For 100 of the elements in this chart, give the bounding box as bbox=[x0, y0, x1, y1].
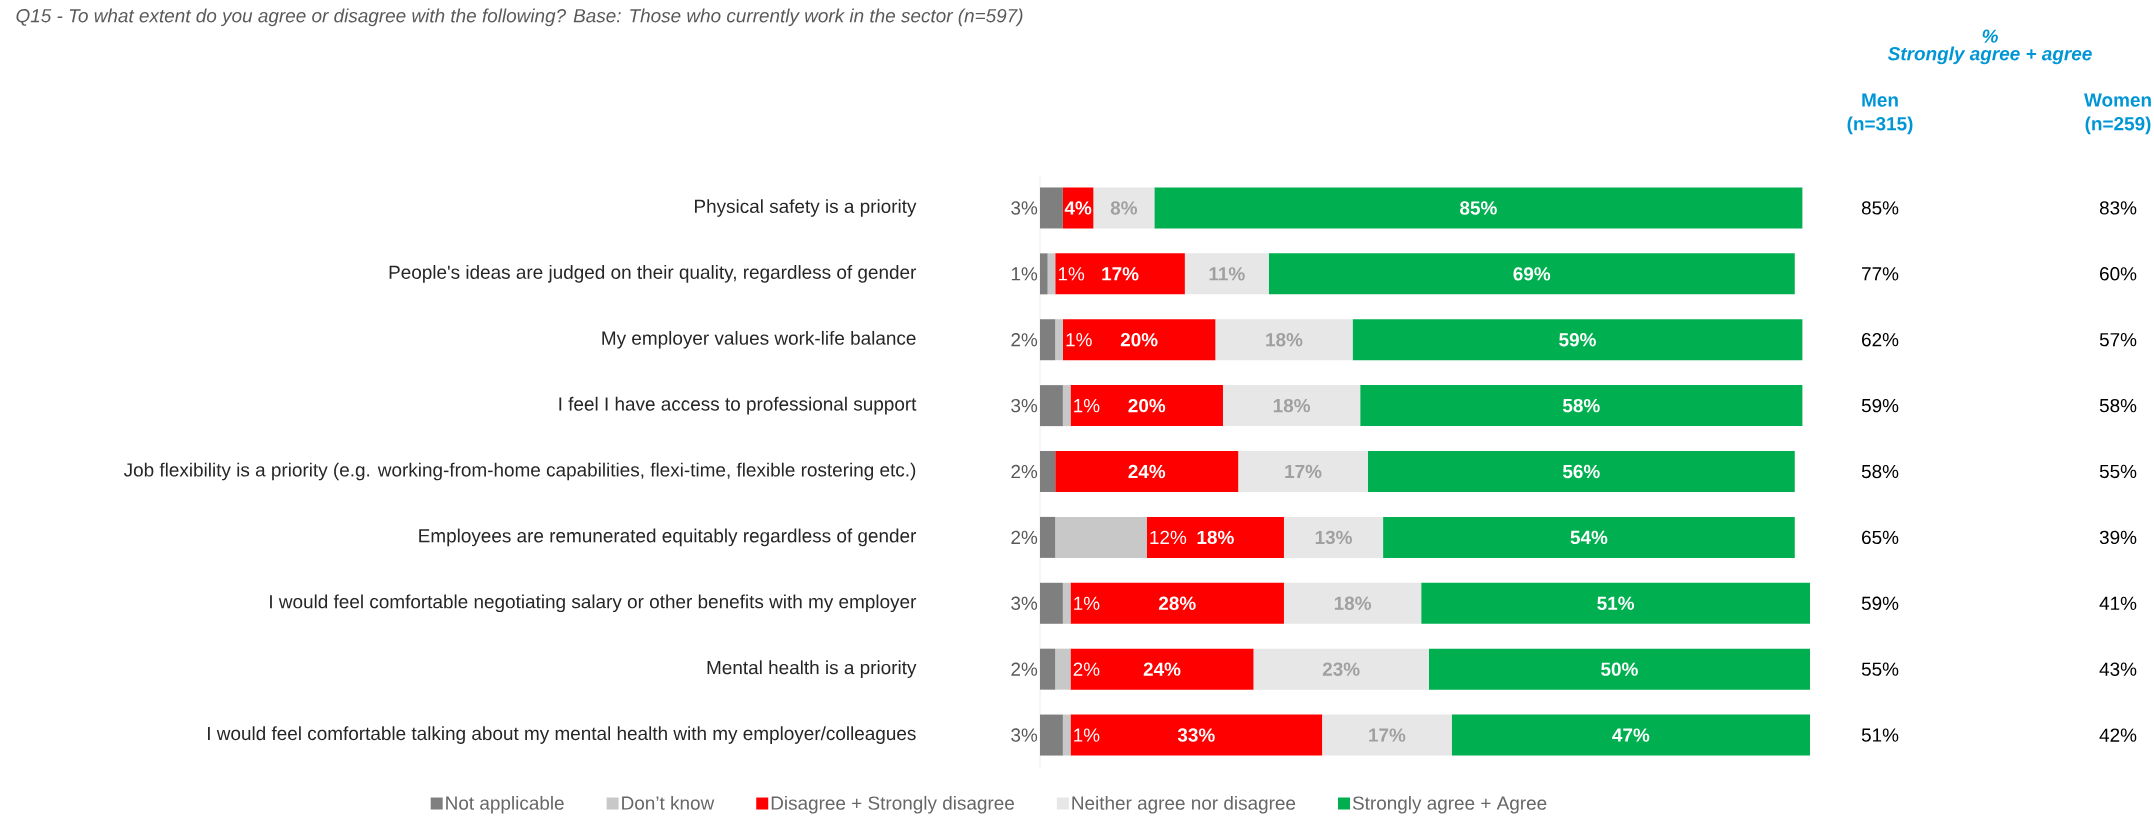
text: 41% bbox=[2099, 596, 2137, 610]
y-tick-label: Employees are remunerated equitably regardless of gender bbox=[419, 528, 917, 547]
data-label: 3% bbox=[1011, 596, 1038, 610]
bar bbox=[1268, 253, 1795, 295]
text: (n=315) bbox=[1847, 116, 1913, 135]
bar bbox=[1238, 451, 1368, 493]
legend-label: Don’t know bbox=[622, 795, 715, 810]
data-label: 85% bbox=[1460, 201, 1497, 215]
data-label: 20% bbox=[1128, 398, 1166, 413]
legend-label: Disagree + Strongly disagree bbox=[771, 795, 1014, 814]
bar bbox=[1070, 648, 1254, 690]
bar bbox=[1040, 516, 1056, 558]
text: 83% bbox=[2099, 201, 2137, 215]
text: 57% bbox=[2099, 333, 2137, 347]
bar bbox=[1062, 714, 1071, 756]
data-label: 1% bbox=[1074, 728, 1100, 742]
text: 65% bbox=[1862, 530, 1899, 545]
bar bbox=[1184, 253, 1269, 295]
data-label: 20% bbox=[1120, 333, 1158, 347]
text: 60% bbox=[2100, 267, 2137, 281]
bar bbox=[1154, 187, 1803, 229]
data-label: 4% bbox=[1064, 201, 1092, 215]
data-label: 1% bbox=[1011, 267, 1038, 281]
data-label: 33% bbox=[1177, 728, 1215, 742]
data-label: 59% bbox=[1559, 333, 1596, 347]
text: 55% bbox=[2099, 464, 2137, 479]
data-label: 24% bbox=[1143, 662, 1181, 676]
bar bbox=[1040, 648, 1056, 690]
data-label: 2% bbox=[1011, 530, 1038, 545]
data-label: 24% bbox=[1128, 464, 1166, 479]
bar bbox=[1055, 451, 1239, 493]
bar bbox=[1451, 714, 1811, 756]
bar bbox=[1322, 714, 1452, 756]
data-label: 58% bbox=[1562, 398, 1600, 413]
text: 59% bbox=[1861, 398, 1899, 413]
data-label: 8% bbox=[1110, 201, 1138, 215]
legend-label: Not applicable bbox=[446, 795, 564, 814]
bar bbox=[1070, 582, 1284, 624]
data-label: 1% bbox=[1058, 267, 1085, 281]
text: (n=259) bbox=[2085, 116, 2151, 135]
data-label: 2% bbox=[1073, 662, 1100, 676]
bar bbox=[1352, 319, 1803, 361]
text: 55% bbox=[1861, 662, 1899, 676]
bar bbox=[1383, 516, 1795, 558]
text: 85% bbox=[1861, 201, 1899, 215]
bar bbox=[1040, 385, 1063, 427]
bar bbox=[1428, 648, 1811, 690]
bar bbox=[1055, 648, 1071, 690]
data-label: 51% bbox=[1597, 596, 1635, 610]
bar bbox=[1047, 253, 1056, 295]
data-label: 1% bbox=[1066, 333, 1092, 347]
data-label: 18% bbox=[1266, 333, 1303, 347]
text: 39% bbox=[2099, 530, 2137, 545]
data-label: 13% bbox=[1315, 530, 1352, 545]
y-tick-label: I would feel comfortable talking about my mental health with my employer/colleagues bbox=[208, 726, 916, 744]
y-tick-label: Physical safety is a priority bbox=[695, 199, 917, 217]
legend-label: Strongly agree + Agree bbox=[1352, 795, 1547, 814]
data-label: 11% bbox=[1209, 267, 1245, 281]
y-tick-label: I feel I have access to professional support bbox=[559, 396, 917, 415]
text: 77% bbox=[1862, 267, 1899, 281]
text: Men bbox=[1862, 93, 1898, 107]
data-label: 28% bbox=[1158, 596, 1196, 610]
bar bbox=[1283, 582, 1422, 624]
bar bbox=[1040, 714, 1063, 756]
text: Q15 - To what extent do you agree or disagree with the following? Base: Those who currently work in the sector (n=597) bbox=[16, 8, 1023, 27]
text: 51% bbox=[1861, 728, 1899, 742]
data-label: 1% bbox=[1074, 399, 1100, 413]
bar bbox=[1215, 319, 1353, 361]
y-tick-label: My employer values work-life balance bbox=[602, 330, 916, 349]
data-label: 69% bbox=[1513, 267, 1551, 281]
y-tick-label: Mental health is a priority bbox=[707, 660, 917, 678]
y-tick-label: I would feel comfortable negotiating salary or other benefits with my employer bbox=[270, 594, 917, 613]
data-label: 3% bbox=[1011, 201, 1038, 215]
legend-label: Neither agree nor disagree bbox=[1072, 795, 1296, 814]
bar bbox=[1253, 648, 1429, 690]
text: 42% bbox=[2099, 728, 2137, 742]
text: 58% bbox=[2099, 398, 2137, 413]
bar bbox=[1040, 187, 1063, 229]
bar bbox=[1055, 516, 1147, 558]
data-label: 54% bbox=[1570, 530, 1608, 545]
bar bbox=[1062, 582, 1071, 624]
bar bbox=[1222, 385, 1361, 427]
text: Strongly agree + agree bbox=[1887, 46, 2092, 65]
y-tick-label: Job flexibility is a priority (e.g. working-from-home capabilities, flexi-time, flexible rostering etc.) bbox=[123, 462, 916, 481]
data-label: 23% bbox=[1322, 662, 1360, 676]
text: 59% bbox=[1861, 596, 1899, 610]
bar bbox=[1040, 582, 1063, 624]
data-label: 18% bbox=[1334, 596, 1372, 610]
text: 58% bbox=[1861, 464, 1899, 479]
data-label: 50% bbox=[1601, 662, 1638, 676]
data-label: 17% bbox=[1369, 728, 1406, 742]
bar bbox=[1055, 319, 1063, 361]
text: Women bbox=[2084, 93, 2151, 107]
data-label: 18% bbox=[1197, 530, 1234, 545]
bar bbox=[1367, 451, 1795, 493]
data-label: 12% bbox=[1150, 530, 1187, 545]
data-label: 2% bbox=[1011, 464, 1038, 479]
bar bbox=[1040, 253, 1048, 295]
data-label: 3% bbox=[1011, 398, 1038, 413]
bar bbox=[1062, 385, 1071, 427]
